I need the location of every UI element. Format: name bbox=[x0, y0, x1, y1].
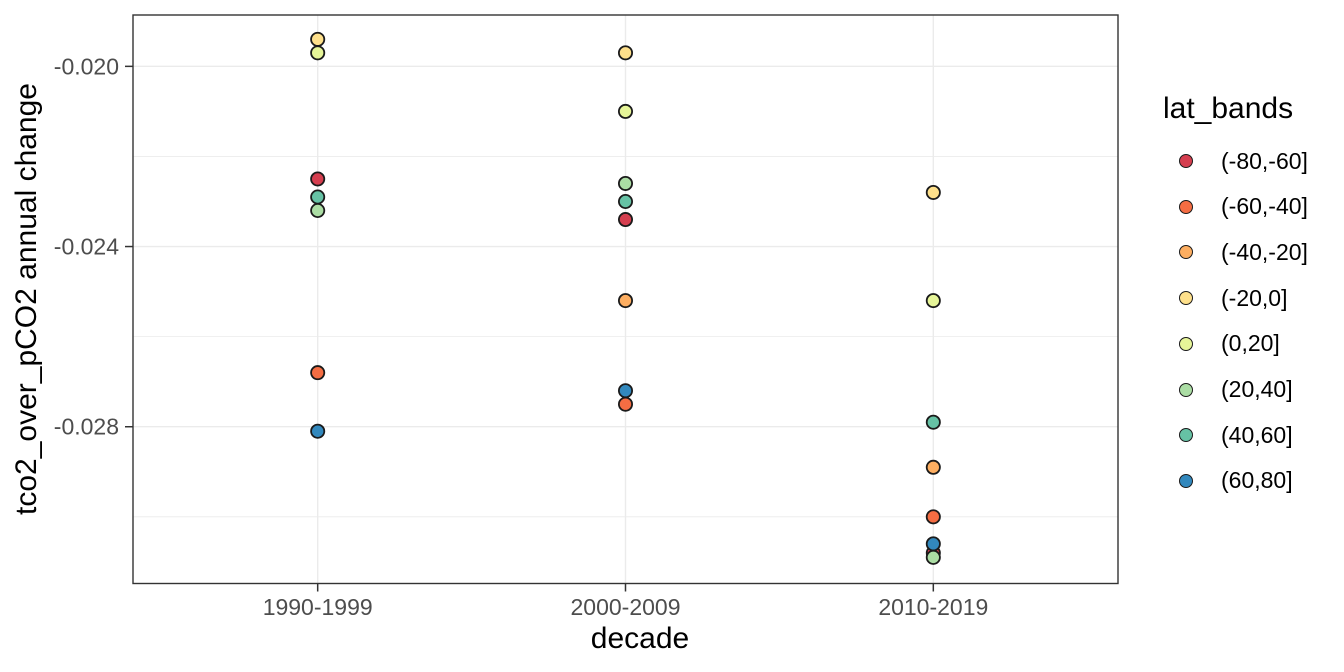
data-point bbox=[310, 423, 326, 439]
data-point bbox=[925, 414, 941, 430]
data-point bbox=[925, 509, 941, 525]
data-point bbox=[618, 45, 634, 61]
x-tick-label: 2000-2009 bbox=[571, 594, 681, 620]
data-point bbox=[310, 189, 326, 205]
legend-item-label: (20,40] bbox=[1221, 376, 1293, 402]
legend-item-label: (-80,-60] bbox=[1221, 147, 1308, 174]
data-point bbox=[618, 396, 634, 412]
data-point bbox=[925, 459, 941, 475]
x-tick-label: 2010-2019 bbox=[878, 594, 988, 620]
legend-item-label: (40,60] bbox=[1221, 421, 1293, 448]
data-point bbox=[925, 536, 941, 552]
data-point bbox=[310, 203, 326, 219]
legend-item: (0,20] bbox=[1150, 321, 1280, 367]
x-axis-title: decade bbox=[590, 622, 690, 655]
legend-item-label: (-60,-40] bbox=[1221, 193, 1308, 220]
data-point bbox=[925, 549, 941, 565]
y-axis-title: tco2_over_pCO2 annual change bbox=[10, 83, 43, 515]
legend-key-circle bbox=[1179, 428, 1193, 443]
data-point bbox=[618, 193, 634, 209]
legend-item: (-60,-40] bbox=[1150, 184, 1308, 230]
legend-item-label: (-40,-20] bbox=[1221, 238, 1308, 265]
y-tick-label: -0.024 bbox=[54, 234, 119, 260]
legend-key-circle bbox=[1179, 473, 1193, 488]
legend-key-circle bbox=[1179, 199, 1193, 214]
legend-item: (-80,-60] bbox=[1150, 138, 1308, 184]
y-tick-label: -0.028 bbox=[54, 414, 119, 440]
legend-item-label: (0,20] bbox=[1221, 330, 1280, 357]
data-point bbox=[925, 293, 941, 309]
data-point bbox=[310, 365, 326, 381]
data-point bbox=[925, 184, 941, 200]
legend-key-circle bbox=[1179, 154, 1193, 168]
legend-item: (-20,0] bbox=[1150, 275, 1287, 321]
legend-item-label: (-20,0] bbox=[1221, 284, 1288, 311]
y-tick-label: -0.020 bbox=[54, 53, 119, 79]
legend-key-circle bbox=[1179, 382, 1193, 397]
data-point bbox=[618, 103, 634, 119]
data-point bbox=[310, 45, 326, 61]
legend-item: (20,40] bbox=[1150, 367, 1293, 413]
legend-key-circle bbox=[1179, 291, 1193, 306]
data-point bbox=[618, 175, 634, 191]
data-point bbox=[310, 171, 326, 187]
x-tick-label: 1990-1999 bbox=[263, 594, 373, 620]
legend-item: (40,60] bbox=[1150, 412, 1293, 458]
legend-title: lat_bands bbox=[1163, 92, 1294, 125]
legend-key-circle bbox=[1179, 245, 1193, 260]
legend-key-circle bbox=[1179, 336, 1193, 351]
data-point bbox=[618, 383, 634, 399]
data-point bbox=[618, 293, 634, 309]
data-point bbox=[618, 212, 634, 228]
legend-item: (60,80] bbox=[1150, 458, 1293, 504]
legend-item-label: (60,80] bbox=[1221, 467, 1293, 494]
data-point bbox=[310, 31, 326, 47]
legend: lat_bands (-80,-60] (-60,-40] (-40,-20] (-2… bbox=[1150, 0, 1344, 672]
legend-item: (-40,-20] bbox=[1150, 229, 1308, 275]
